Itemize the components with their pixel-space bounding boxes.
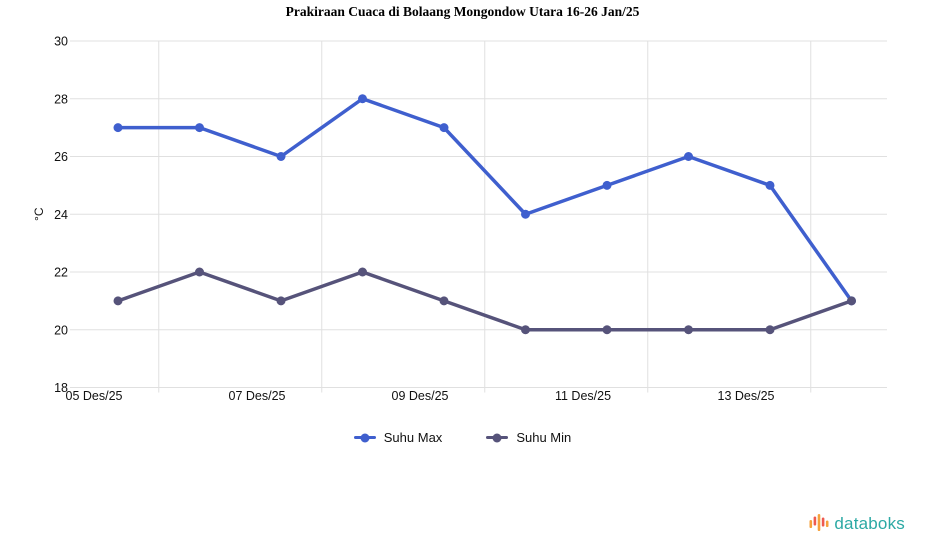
data-point-suhu-max[interactable] (684, 152, 693, 161)
legend-item-suhu-min[interactable]: Suhu Min (486, 430, 571, 445)
x-axis-tick-label: 07 Des/25 (229, 389, 286, 403)
chart-title: Prakiraan Cuaca di Bolaang Mongondow Uta… (285, 4, 640, 19)
data-point-suhu-min[interactable] (602, 325, 612, 335)
data-point-suhu-max[interactable] (276, 152, 286, 161)
y-axis-tick-label: 26 (54, 150, 68, 164)
databoks-logo-text: databoks (834, 513, 905, 533)
chart-legend: Suhu Max Suhu Min (0, 430, 925, 445)
databoks-logo[interactable]: databoks (809, 512, 905, 535)
y-axis-tick-label: 24 (54, 208, 68, 222)
data-point-suhu-min[interactable] (684, 325, 693, 335)
series-line-suhu-max (116, 97, 854, 303)
y-axis-tick-label: 30 (54, 35, 68, 49)
legend-marker-suhu-max (353, 433, 376, 442)
data-point-suhu-min[interactable] (276, 296, 286, 306)
data-point-suhu-max[interactable] (195, 123, 204, 133)
legend-label-suhu-max: Suhu Max (383, 430, 443, 445)
x-axis-tick-label: 11 Des/25 (555, 389, 611, 403)
y-axis-tick-label: 22 (54, 266, 68, 280)
y-axis-tick-label: 18 (54, 381, 68, 395)
x-axis-tick-label: 09 Des/25 (392, 389, 449, 403)
data-point-suhu-max[interactable] (113, 123, 123, 133)
data-point-suhu-max[interactable] (521, 209, 530, 219)
databoks-logo-icon (809, 514, 829, 531)
line-chart: 18 20 22 24 26 28 30 05 Des/25 07 Des/25 09 Des/2… (32, 35, 887, 403)
legend-marker-suhu-min (486, 433, 509, 442)
data-point-suhu-max[interactable] (602, 180, 612, 190)
data-point-suhu-min[interactable] (113, 296, 123, 306)
data-point-suhu-max[interactable] (765, 180, 775, 190)
y-axis-tick-label: 20 (54, 323, 68, 337)
x-axis-tick-label: 13 Des/25 (718, 389, 775, 403)
x-axis-tick-label: 05 Des/25 (66, 389, 123, 403)
data-point-suhu-max[interactable] (358, 94, 367, 104)
y-axis-label: °C (32, 207, 46, 221)
data-point-suhu-min[interactable] (765, 325, 775, 335)
series-line-suhu-min (116, 270, 854, 332)
data-point-suhu-min[interactable] (521, 325, 530, 335)
data-point-suhu-max[interactable] (439, 123, 449, 133)
data-point-suhu-min[interactable] (358, 267, 367, 277)
y-axis-tick-label: 28 (54, 92, 68, 106)
data-point-suhu-min[interactable] (847, 296, 856, 306)
legend-item-suhu-max[interactable]: Suhu Max (353, 430, 443, 445)
legend-label-suhu-min: Suhu Min (516, 430, 572, 445)
data-point-suhu-min[interactable] (439, 296, 449, 306)
data-point-suhu-min[interactable] (195, 267, 204, 277)
